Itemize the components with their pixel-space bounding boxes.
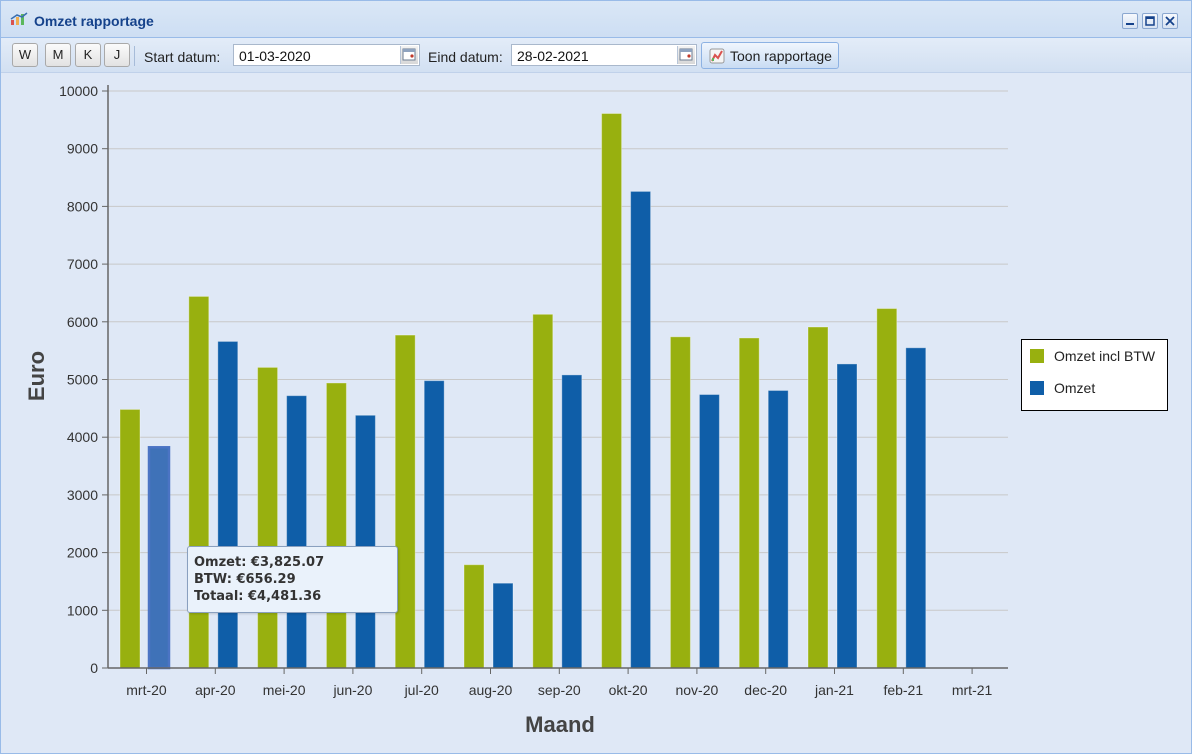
x-tick-label: feb-21: [883, 682, 923, 698]
bar: [463, 564, 485, 669]
toolbar: W M K J Start datum: 01-03-2020 Eind dat…: [1, 38, 1191, 73]
y-tick-label: 0: [90, 660, 98, 676]
end-date-field[interactable]: 28-02-2021: [511, 44, 697, 66]
period-month-button[interactable]: M: [45, 43, 71, 67]
close-icon: [1165, 16, 1175, 26]
legend-swatch: [1030, 349, 1044, 363]
maximize-icon: [1145, 16, 1155, 26]
end-date-value: 28-02-2021: [517, 48, 589, 64]
chart-icon: [10, 12, 28, 25]
tooltip-totaal: Totaal: €4,481.36: [194, 589, 322, 604]
toolbar-separator: [134, 46, 135, 66]
bar: [286, 395, 308, 669]
window-title: Omzet rapportage: [34, 13, 154, 29]
x-tick-label: sep-20: [538, 682, 581, 698]
x-tick-label: dec-20: [744, 682, 787, 698]
x-tick-label: jan-21: [814, 682, 854, 698]
tooltip-btw: BTW: €656.29: [194, 572, 296, 587]
bar: [807, 326, 829, 669]
bar: [698, 394, 720, 669]
x-tick-label: mrt-20: [126, 682, 167, 698]
start-date-label: Start datum:: [144, 49, 221, 65]
start-date-field[interactable]: 01-03-2020: [233, 44, 420, 66]
x-tick-label: mrt-21: [952, 682, 993, 698]
bar: [423, 380, 445, 669]
chart-axes: [107, 85, 1008, 669]
title-bar: Omzet rapportage: [1, 1, 1191, 38]
x-tick-label: jun-20: [332, 682, 372, 698]
chart-legend: Omzet incl BTW Omzet: [1021, 339, 1168, 411]
bar: [669, 336, 691, 669]
chart-grid: [108, 90, 1008, 611]
bar-tooltip: Omzet: €3,825.07 BTW: €656.29 Totaal: €4…: [187, 546, 398, 613]
bar: [325, 382, 347, 669]
period-week-button[interactable]: W: [12, 43, 38, 67]
bar: [767, 389, 789, 669]
report-icon: [709, 48, 725, 64]
revenue-bar-chart: 0 1000 2000 3000 4000 5000 6000 7000 8000 9000 100…: [24, 83, 1008, 737]
y-tick-label: 7000: [67, 256, 98, 272]
bar: [354, 414, 376, 669]
y-tick-label: 5000: [67, 372, 98, 388]
y-tick-label: 6000: [67, 314, 98, 330]
bar: [630, 190, 652, 669]
bar: [492, 582, 514, 669]
chart-ticks: 0 1000 2000 3000 4000 5000 6000 7000 8000 9000 100…: [59, 83, 992, 698]
x-tick-label: aug-20: [469, 682, 513, 698]
bar: [147, 446, 171, 670]
close-button[interactable]: [1162, 13, 1178, 29]
y-tick-label: 3000: [67, 487, 98, 503]
bar: [836, 363, 858, 669]
minimize-button[interactable]: [1122, 13, 1138, 29]
x-axis-label: Maand: [525, 712, 595, 737]
x-tick-label: jul-20: [404, 682, 439, 698]
period-year-button[interactable]: J: [104, 43, 130, 67]
period-quarter-button[interactable]: K: [75, 43, 101, 67]
y-tick-label: 9000: [67, 141, 98, 157]
maximize-button[interactable]: [1142, 13, 1158, 29]
show-report-button[interactable]: Toon rapportage: [701, 42, 839, 69]
bar: [119, 408, 141, 669]
tooltip-omzet: Omzet: €3,825.07: [194, 555, 325, 570]
bar: [601, 113, 623, 669]
bar: [394, 334, 416, 669]
legend-label: Omzet incl BTW: [1054, 348, 1156, 364]
x-tick-label: nov-20: [675, 682, 718, 698]
bar: [257, 366, 279, 669]
start-date-picker-button[interactable]: [400, 46, 418, 64]
end-date-label: Eind datum:: [428, 49, 503, 65]
y-axis-label: Euro: [24, 351, 49, 401]
minimize-icon: [1126, 23, 1134, 25]
bar: [876, 308, 898, 669]
x-tick-label: okt-20: [609, 682, 648, 698]
show-report-label: Toon rapportage: [730, 48, 832, 64]
legend-label: Omzet: [1054, 380, 1096, 396]
x-tick-label: apr-20: [195, 682, 236, 698]
legend-swatch: [1030, 381, 1044, 395]
y-tick-label: 1000: [67, 602, 98, 618]
y-tick-label: 8000: [67, 198, 98, 214]
bar: [532, 313, 554, 669]
calendar-icon: [679, 48, 693, 61]
bar: [905, 347, 927, 669]
calendar-icon: [402, 48, 416, 61]
x-tick-label: mei-20: [263, 682, 306, 698]
bar: [217, 340, 239, 669]
y-tick-label: 10000: [59, 83, 98, 99]
start-date-value: 01-03-2020: [239, 48, 311, 64]
y-tick-label: 4000: [67, 429, 98, 445]
y-tick-label: 2000: [67, 545, 98, 561]
bar: [738, 337, 760, 669]
bar: [561, 374, 583, 669]
end-date-picker-button[interactable]: [677, 46, 695, 64]
